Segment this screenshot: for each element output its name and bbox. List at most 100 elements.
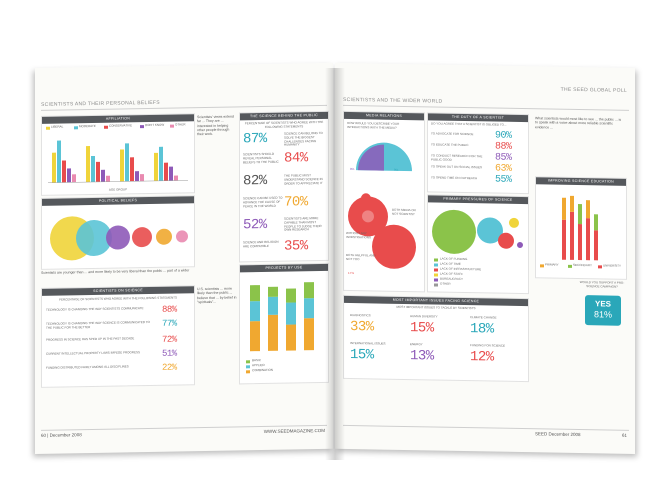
bar-group [154, 146, 178, 181]
stack-segment [304, 282, 314, 299]
edu-bar [594, 230, 598, 261]
projects-panel: PROJECTS BY USE [239, 262, 329, 385]
issue-label: HUMAN DIVERSITY [410, 314, 438, 319]
stack-segment [268, 286, 278, 297]
legend-swatch [46, 126, 50, 130]
stat-pct: 82% [243, 172, 267, 190]
stat-pct: 35% [284, 238, 308, 255]
bar [130, 157, 134, 182]
bar [101, 169, 105, 182]
x-axis [48, 180, 188, 184]
legend-swatch [568, 264, 572, 268]
table-row-text: PROGRESS IN SCIENCE HAS SPED UP IN THE P… [46, 336, 135, 342]
belief-circle [106, 225, 130, 250]
edu-bar [562, 219, 566, 260]
issues-subtitle: MOST IMPORTANT ISSUES TO TACKLE BY SCIEN… [396, 304, 476, 311]
media-pct: 9% [394, 167, 399, 172]
education-panel: IMPROVING SCIENCE EDUCATION [535, 176, 627, 280]
bar [125, 143, 129, 182]
pressure-circle [498, 232, 514, 249]
edu-column [562, 197, 566, 260]
legend-swatch [74, 126, 78, 130]
bar [154, 152, 158, 181]
affiliation-bars [48, 140, 188, 184]
yes-question: WOULD YOU SUPPORT A PRO-SCIENCE CAMPAIGN… [579, 280, 625, 289]
bar [96, 161, 100, 182]
bar [86, 146, 90, 183]
belief-circle [132, 227, 152, 248]
media-label: WITHOUT ANY INVESTIGATIONS [346, 230, 371, 240]
duty-panel: THE DUTY OF A SCIENTIST DO YOU AGREE THA… [427, 112, 529, 195]
stat-pct: 84% [284, 150, 308, 167]
legend-swatch [104, 125, 108, 129]
projects-legend: BASIC APPLIED COMBINATION [246, 358, 324, 377]
right-header-rule [343, 104, 629, 111]
belief-circle [156, 228, 172, 245]
edu-bar [562, 197, 566, 220]
legend-swatch [434, 273, 438, 277]
legend-label: LIBERAL [51, 124, 64, 129]
issue-pct: 33% [350, 319, 374, 336]
stat-text: THE PUBLIC MUST UNDERSTAND SCIENCE IN OR… [284, 173, 323, 186]
stack-segment [286, 324, 296, 351]
legend-label: OTHER [175, 122, 186, 127]
pressure-circle [509, 217, 519, 228]
scientists-table-intro: PERCENTAGE OF SCIENTISTS WHO AGREE WITH … [59, 295, 177, 302]
stat-pct: 87% [243, 130, 267, 148]
media-semicircle-slice [358, 144, 384, 171]
media-pct: 8% [350, 167, 355, 172]
bar [67, 168, 71, 183]
edu-column [570, 195, 574, 260]
legend-swatch [540, 264, 544, 268]
legend-label: PRIMARY [545, 262, 559, 267]
edu-bar [586, 200, 590, 219]
education-title: IMPROVING SCIENCE EDUCATION [536, 177, 626, 186]
table-row-text: TECHNOLOGY IS CHANGING THE WAY SCIENTIST… [46, 306, 144, 312]
legend-swatch [170, 124, 174, 128]
issues-panel: MOST IMPORTANT ISSUES FACING SCIENCE MOS… [343, 294, 529, 383]
left-page-folio: 60 | December 2008 [41, 432, 82, 438]
media-big-circle [348, 196, 388, 237]
edu-bar [570, 211, 574, 260]
projects-stacked-bars [250, 282, 314, 352]
media-pct: 17% [348, 270, 355, 276]
stat-text: SCIENCE CAN BELONG TO SOLVE THE BIGGEST … [284, 130, 323, 148]
spine-shadow [325, 68, 345, 460]
stacked-column [286, 288, 296, 351]
legend-swatch [434, 258, 438, 262]
mid-text: U.S. scientists ... more likely than the… [197, 286, 237, 305]
duty-row-pct: 85% [495, 152, 512, 164]
table-row-text: TECHNOLOGY IS CHANGING THE WAY SCIENCE I… [46, 319, 150, 330]
side-text-top: What scientists would most like to see .… [535, 116, 622, 130]
legend-swatch [246, 365, 250, 369]
stat-panel-intro: PERCENTAGE OF SCIENTISTS WHO AGREE WITH … [244, 119, 324, 129]
bar [159, 146, 163, 181]
right-section-tag: SCIENTISTS AND THE WIDER WORLD [343, 96, 443, 105]
issue-label: ENERGY [410, 342, 423, 347]
left-page-url: WWW.SEEDMAGAZINE.COM [263, 427, 325, 435]
media-relations-panel: MEDIA RELATIONS HOW WOULD YOU DESCRIBE Y… [343, 110, 425, 293]
issue-label: CLIMATE CHANGE [470, 315, 497, 320]
stack-segment [250, 301, 260, 322]
duty-row-text: TO CONDUCT RESEARCH FOR THE PUBLIC GOOD [431, 153, 483, 162]
bar [57, 140, 61, 183]
duty-row-pct: 90% [495, 130, 512, 142]
right-footer-rule [343, 424, 629, 431]
duty-row-text: TO EDUCATE THE PUBLIC [431, 142, 469, 148]
edu-column [594, 214, 598, 261]
issue-label: INTERNATIONAL ISSUES [350, 341, 386, 346]
stat-panel: THE SCIENCE BEHIND THE PUBLIC PERCENTAGE… [239, 110, 329, 263]
bar [174, 175, 178, 181]
stacked-column [304, 282, 314, 351]
bar [106, 175, 110, 182]
duty-row-pct: 63% [495, 163, 512, 175]
media-label: BOTH HELPFUL AND NOT TOO [346, 252, 376, 261]
bar [91, 155, 95, 183]
pressures-legend: LACK OF FUNDING LACK OF TIME LACK OF INF… [434, 257, 524, 291]
edu-column [578, 204, 582, 261]
pressures-circles [432, 209, 523, 254]
stack-segment [268, 314, 278, 351]
belief-circle [176, 230, 188, 243]
legend-swatch [246, 360, 250, 364]
scientists-table-rows: TECHNOLOGY IS CHANGING THE WAY SCIENTIST… [46, 305, 190, 373]
